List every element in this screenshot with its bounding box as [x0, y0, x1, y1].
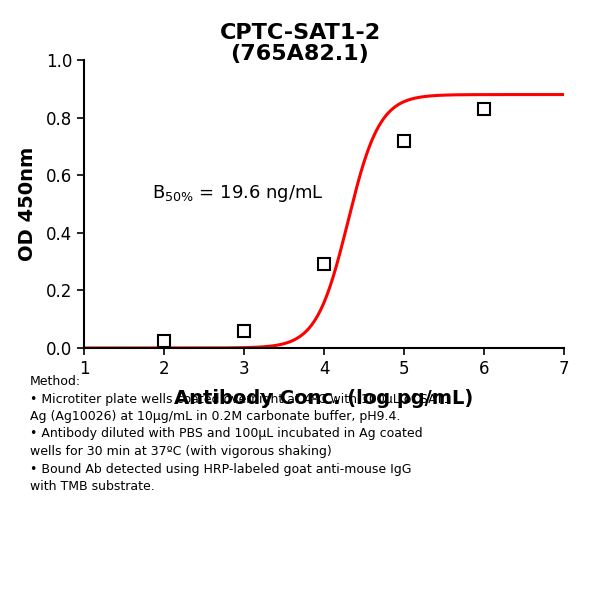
Text: CPTC-SAT1-2: CPTC-SAT1-2	[220, 23, 380, 43]
Text: B$_{50\%}$ = 19.6 ng/mL: B$_{50\%}$ = 19.6 ng/mL	[152, 184, 323, 205]
Y-axis label: OD 450nm: OD 450nm	[19, 147, 37, 261]
X-axis label: Antibody Conc. (log pg/mL): Antibody Conc. (log pg/mL)	[175, 389, 473, 408]
Text: (765A82.1): (765A82.1)	[230, 44, 370, 64]
Text: Method:
• Microtiter plate wells coated overnight at 4ºC with 100μL of SAT1
Ag (: Method: • Microtiter plate wells coated …	[30, 375, 451, 493]
